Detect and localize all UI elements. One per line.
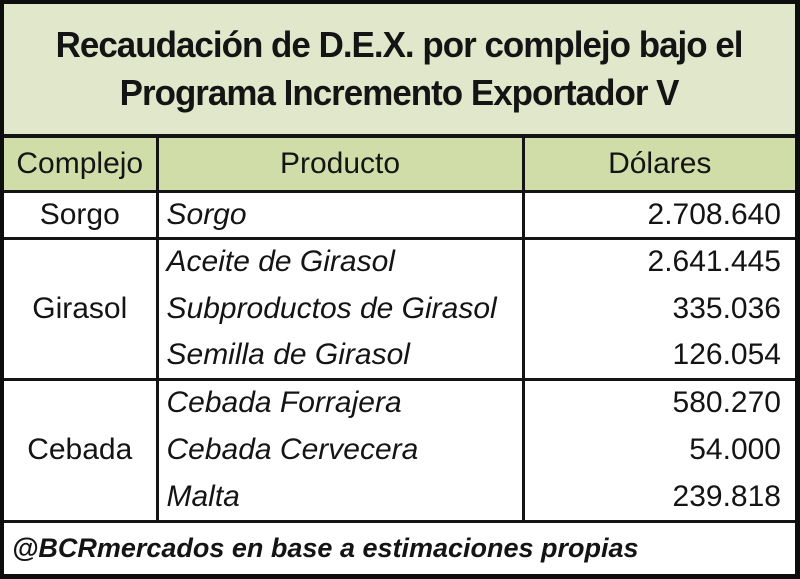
table-row: Subproductos de Girasol 335.036 <box>4 285 795 332</box>
header-producto: Producto <box>157 138 525 193</box>
title-block: Recaudación de D.E.X. por complejo bajo … <box>4 4 795 138</box>
producto-cell: Subproductos de Girasol <box>157 285 525 332</box>
producto-cell: Cebada Forrajera <box>157 377 525 426</box>
dolares-cell: 335.036 <box>523 285 795 332</box>
complejo-cell-cebada: Cebada <box>4 377 159 520</box>
title-line-2: Programa Incremento Exportador V <box>120 72 680 113</box>
table-row: Malta 239.818 <box>4 473 795 520</box>
producto-cell: Aceite de Girasol <box>157 236 525 285</box>
table-row: Sorgo Sorgo 2.708.640 <box>4 189 795 238</box>
dolares-cell: 126.054 <box>523 332 795 379</box>
source-note: @BCRmercados en base a estimaciones prop… <box>4 520 795 574</box>
header-complejo: Complejo <box>4 138 159 193</box>
table-header-row: Complejo Producto Dólares <box>4 138 795 193</box>
dolares-cell: 580.270 <box>523 377 795 426</box>
producto-cell: Malta <box>157 473 525 520</box>
dolares-cell: 54.000 <box>523 426 795 473</box>
dex-table: Complejo Producto Dólares Sorgo Sorgo 2.… <box>4 138 795 520</box>
complejo-cell-girasol: Girasol <box>4 236 159 379</box>
table-row: Cebada Cervecera 54.000 <box>4 426 795 473</box>
producto-cell: Semilla de Girasol <box>157 332 525 379</box>
complejo-cell-sorgo: Sorgo <box>4 189 159 238</box>
title-line-1: Recaudación de D.E.X. por complejo bajo … <box>56 24 744 65</box>
header-dolares: Dólares <box>523 138 795 193</box>
table-row: Girasol Aceite de Girasol 2.641.445 <box>4 236 795 379</box>
infographic-inner: Recaudación de D.E.X. por complejo bajo … <box>4 4 795 574</box>
producto-cell: Sorgo <box>157 189 525 238</box>
table-row: Semilla de Girasol 126.054 <box>4 332 795 379</box>
dolares-cell: 239.818 <box>523 473 795 520</box>
dolares-cell: 2.708.640 <box>523 189 795 238</box>
dolares-cell: 2.641.445 <box>523 236 795 285</box>
producto-cell: Cebada Cervecera <box>157 426 525 473</box>
table-row: Cebada Cebada Forrajera 580.270 <box>4 377 795 520</box>
